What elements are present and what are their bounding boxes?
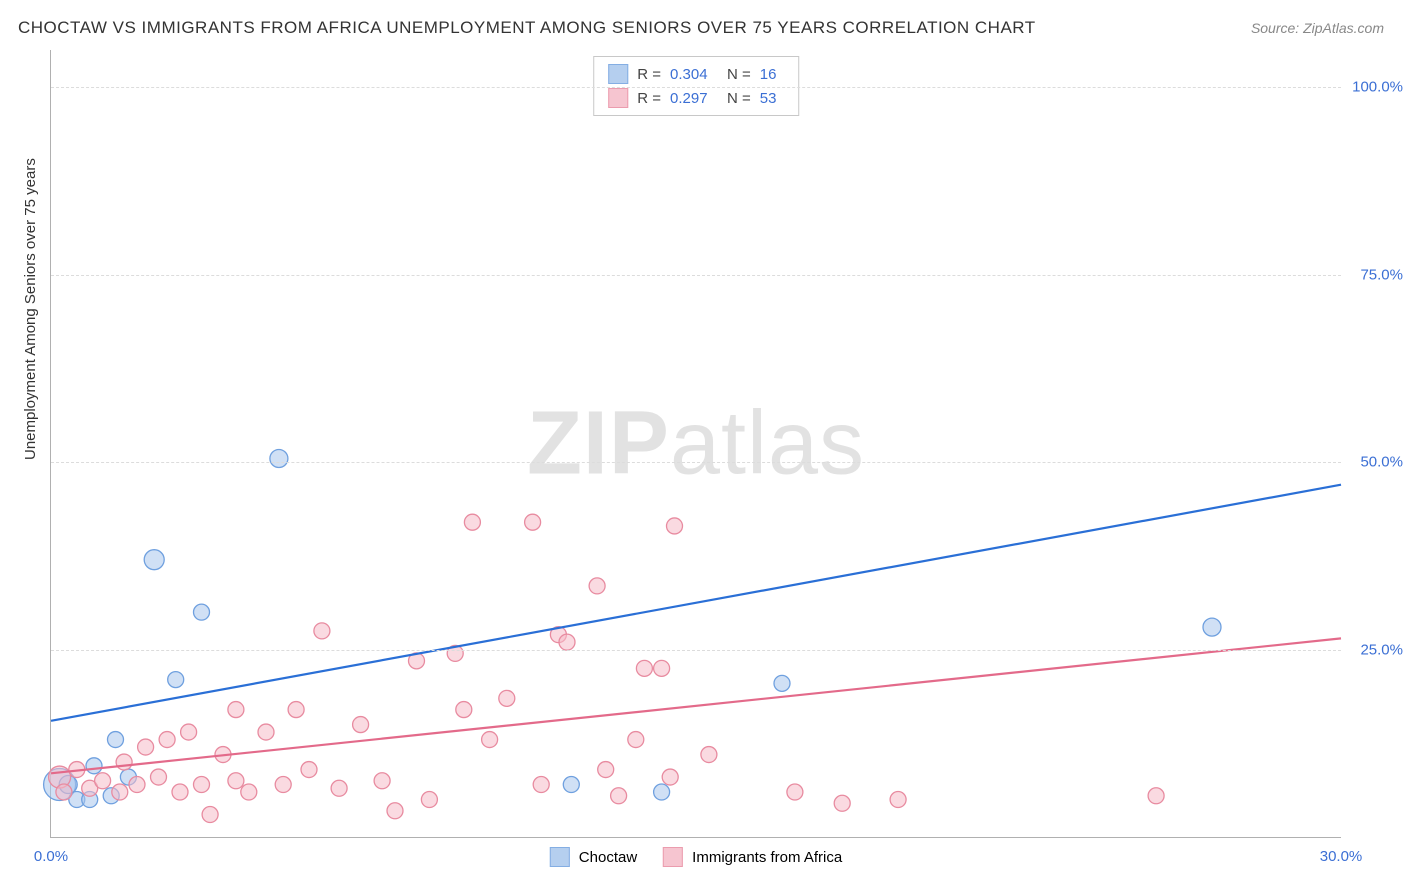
scatter-point-immigrants-africa [525, 514, 541, 530]
scatter-point-immigrants-africa [421, 792, 437, 808]
scatter-point-immigrants-africa [662, 769, 678, 785]
scatter-point-immigrants-africa [228, 702, 244, 718]
source-label: Source: ZipAtlas.com [1251, 20, 1384, 36]
scatter-point-choctaw [86, 758, 102, 774]
legend-label: Immigrants from Africa [692, 849, 842, 866]
gridline [51, 650, 1341, 651]
scatter-point-immigrants-africa [159, 732, 175, 748]
scatter-point-choctaw [563, 777, 579, 793]
scatter-point-immigrants-africa [654, 660, 670, 676]
scatter-point-immigrants-africa [636, 660, 652, 676]
y-axis-label: Unemployment Among Seniors over 75 years [22, 158, 39, 460]
trend-line-immigrants-africa [51, 638, 1341, 773]
scatter-point-immigrants-africa [314, 623, 330, 639]
x-tick-label: 30.0% [1320, 848, 1363, 865]
scatter-point-immigrants-africa [890, 792, 906, 808]
scatter-point-immigrants-africa [241, 784, 257, 800]
gridline [51, 275, 1341, 276]
gridline [51, 462, 1341, 463]
scatter-point-immigrants-africa [194, 777, 210, 793]
scatter-point-immigrants-africa [387, 803, 403, 819]
scatter-point-immigrants-africa [275, 777, 291, 793]
gridline [51, 87, 1341, 88]
scatter-point-immigrants-africa [611, 788, 627, 804]
scatter-point-immigrants-africa [288, 702, 304, 718]
scatter-point-immigrants-africa [628, 732, 644, 748]
legend-label: Choctaw [579, 849, 637, 866]
scatter-point-choctaw [168, 672, 184, 688]
y-tick-label: 100.0% [1348, 79, 1403, 96]
scatter-point-choctaw [270, 449, 288, 467]
scatter-point-immigrants-africa [834, 795, 850, 811]
scatter-point-immigrants-africa [464, 514, 480, 530]
scatter-point-immigrants-africa [95, 773, 111, 789]
y-tick-label: 50.0% [1348, 454, 1403, 471]
scatter-point-immigrants-africa [787, 784, 803, 800]
scatter-point-immigrants-africa [258, 724, 274, 740]
y-tick-label: 25.0% [1348, 641, 1403, 658]
scatter-point-immigrants-africa [116, 754, 132, 770]
chart-title: CHOCTAW VS IMMIGRANTS FROM AFRICA UNEMPL… [18, 18, 1036, 38]
scatter-point-immigrants-africa [331, 780, 347, 796]
scatter-point-immigrants-africa [701, 747, 717, 763]
legend-swatch-icon [663, 847, 683, 867]
scatter-point-immigrants-africa [667, 518, 683, 534]
legend-item-immigrants-africa: Immigrants from Africa [663, 847, 842, 867]
scatter-point-choctaw [108, 732, 124, 748]
scatter-point-choctaw [144, 550, 164, 570]
scatter-point-immigrants-africa [172, 784, 188, 800]
scatter-point-immigrants-africa [598, 762, 614, 778]
scatter-point-immigrants-africa [559, 634, 575, 650]
scatter-point-immigrants-africa [589, 578, 605, 594]
scatter-point-immigrants-africa [112, 784, 128, 800]
scatter-point-immigrants-africa [138, 739, 154, 755]
scatter-point-immigrants-africa [533, 777, 549, 793]
scatter-point-immigrants-africa [301, 762, 317, 778]
scatter-point-choctaw [654, 784, 670, 800]
scatter-point-immigrants-africa [151, 769, 167, 785]
scatter-point-immigrants-africa [56, 784, 72, 800]
scatter-point-choctaw [1203, 618, 1221, 636]
scatter-point-immigrants-africa [228, 773, 244, 789]
scatter-point-choctaw [194, 604, 210, 620]
scatter-point-immigrants-africa [482, 732, 498, 748]
scatter-point-immigrants-africa [456, 702, 472, 718]
scatter-point-immigrants-africa [181, 724, 197, 740]
scatter-point-immigrants-africa [499, 690, 515, 706]
scatter-svg [51, 50, 1341, 837]
trend-line-choctaw [51, 485, 1341, 721]
scatter-point-immigrants-africa [129, 777, 145, 793]
y-tick-label: 75.0% [1348, 266, 1403, 283]
scatter-point-immigrants-africa [374, 773, 390, 789]
plot-area: ZIPatlas R =0.304N =16R =0.297N =53 Choc… [50, 50, 1341, 838]
scatter-point-immigrants-africa [353, 717, 369, 733]
x-tick-label: 0.0% [34, 848, 68, 865]
scatter-point-immigrants-africa [202, 807, 218, 823]
series-legend: Choctaw Immigrants from Africa [550, 847, 842, 867]
scatter-point-choctaw [774, 675, 790, 691]
scatter-point-immigrants-africa [1148, 788, 1164, 804]
legend-item-choctaw: Choctaw [550, 847, 637, 867]
legend-swatch-icon [550, 847, 570, 867]
